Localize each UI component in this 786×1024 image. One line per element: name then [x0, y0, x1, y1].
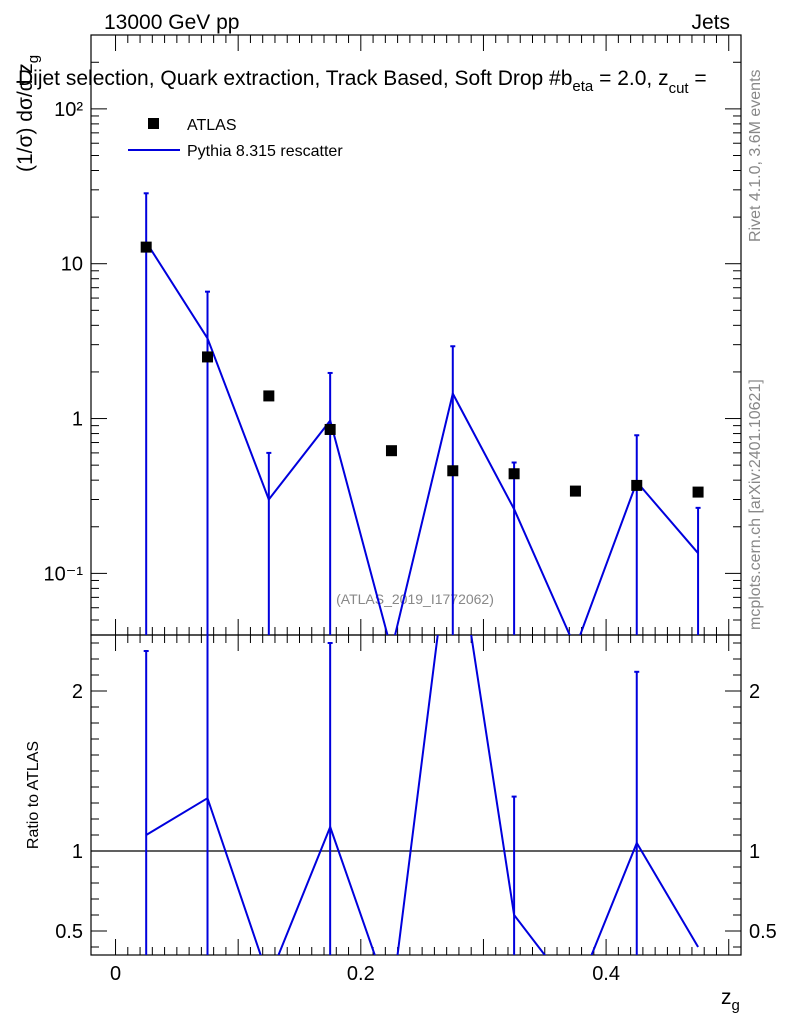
legend-mc-label: Pythia 8.315 rescatter: [187, 143, 343, 160]
atlas-data-point: [631, 479, 643, 491]
mc-line: [145, 241, 699, 635]
atlas-data-point: [385, 445, 397, 457]
main-data-series: [140, 241, 704, 498]
atlas-data-point: [263, 390, 275, 402]
mcplots-label: mcplots.cern.ch [arXiv:2401.10621]: [747, 379, 764, 630]
ratio-y-ticks: 0.5 0.5 1 1 2 2: [55, 642, 777, 948]
ratio-y-tick-label: 2: [72, 681, 83, 703]
atlas-data-point: [508, 468, 520, 480]
atlas-data-point: [202, 351, 214, 363]
plot-title: Dijet selection, Quark extraction, Track…: [18, 67, 707, 97]
ratio-mc-line: [145, 635, 699, 955]
main-mc-series: [143, 192, 701, 635]
ratio-y-tick-label: 0.5: [55, 921, 83, 943]
title-tail: = 2.0, z: [593, 67, 668, 90]
title-end: =: [689, 67, 707, 90]
title-cut-sub: cut: [669, 80, 690, 97]
atlas-data-point: [569, 485, 581, 497]
x-tick-label: 0: [110, 963, 121, 985]
main-y-tick-label: 1: [72, 409, 83, 431]
analysis-watermark: (ATLAS_2019_I1772062): [336, 591, 494, 607]
legend: ATLAS Pythia 8.315 rescatter: [128, 117, 343, 160]
legend-data-label: ATLAS: [187, 117, 237, 134]
ratio-y-tick-label-right: 0.5: [749, 921, 777, 943]
x-tick-label: 0.4: [592, 963, 620, 985]
main-y-tick-label: 10: [61, 254, 83, 276]
x-ticks: 0 0.2 0.4: [110, 35, 730, 985]
main-y-tick-label: 10⁻¹: [44, 563, 84, 585]
atlas-data-point: [140, 241, 152, 253]
y-axis-title-main: (1/σ) dσ/d zg: [14, 55, 42, 172]
title-main: Dijet selection, Quark extraction, Track…: [18, 67, 572, 90]
rivet-label: Rivet 4.1.0, 3.6M events: [747, 69, 764, 242]
legend-data-marker: [148, 118, 159, 129]
atlas-data-point: [447, 465, 459, 477]
x-tick-label: 0.2: [347, 963, 375, 985]
title-beta-sub: eta: [572, 78, 594, 95]
ratio-y-tick-label-right: 2: [749, 681, 760, 703]
header-left: 13000 GeV pp: [104, 11, 239, 34]
y-axis-title-ratio: Ratio to ATLAS: [25, 741, 42, 849]
atlas-data-point: [692, 486, 704, 498]
header-right: Jets: [691, 11, 730, 34]
ratio-y-tick-label: 1: [72, 841, 83, 863]
ratio-frame: [90, 634, 742, 956]
main-y-ticks: 10⁻¹ 1 10 10²: [44, 34, 741, 636]
ratio-mc-series: [143, 635, 699, 955]
ratio-y-tick-label-right: 1: [749, 841, 760, 863]
main-y-tick-label: 10²: [54, 99, 83, 121]
x-axis-title: zg: [721, 986, 740, 1014]
atlas-data-point: [324, 423, 336, 435]
